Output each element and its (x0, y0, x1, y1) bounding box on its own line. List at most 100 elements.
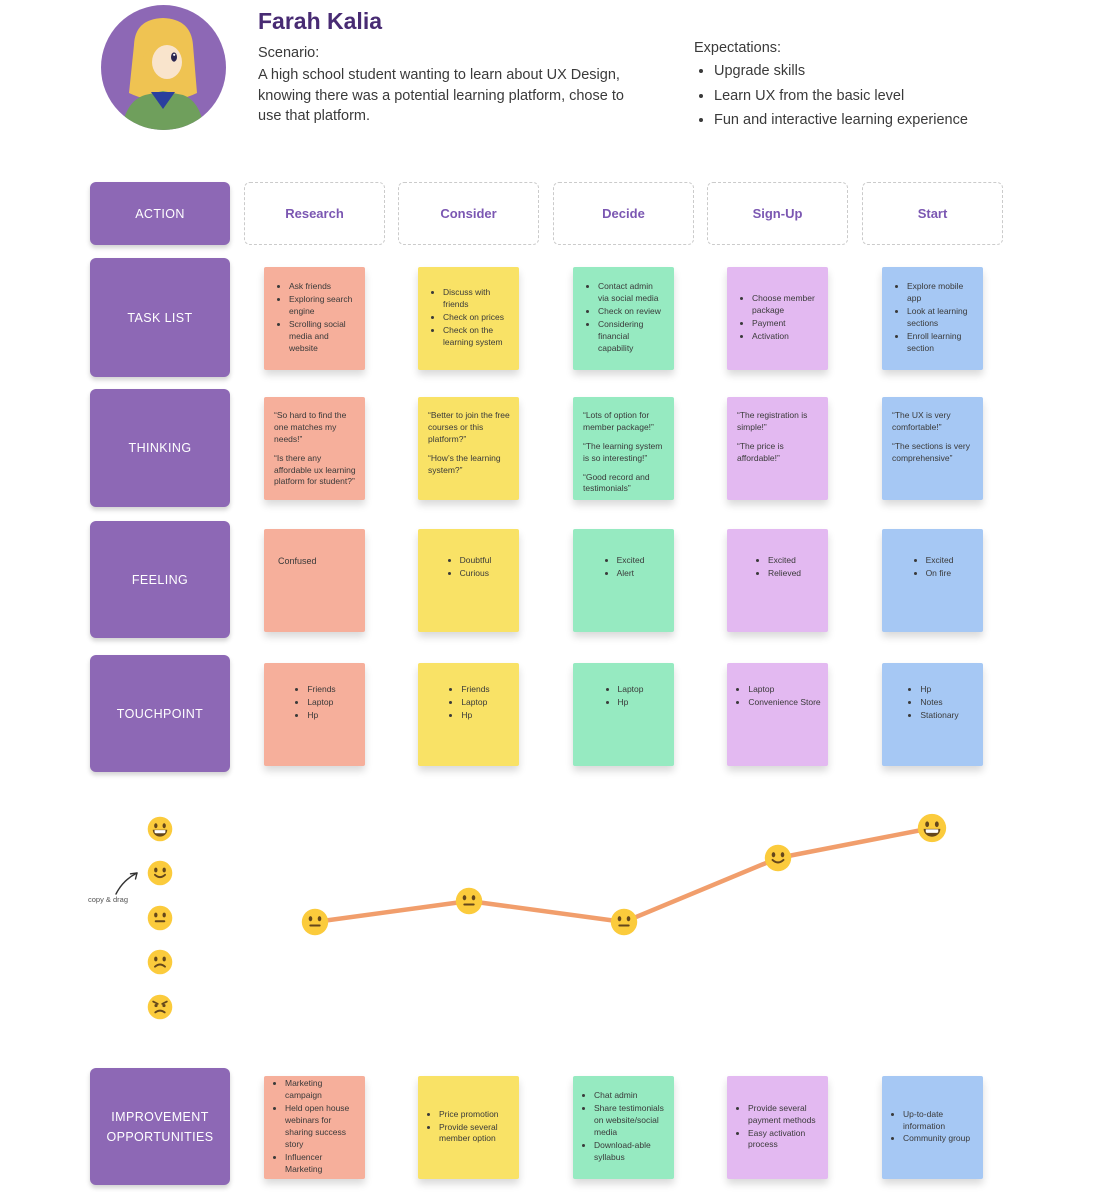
stage-box-research[interactable]: Research (244, 182, 385, 245)
bullet-item: Friends (461, 684, 489, 696)
note-touchpoint-start[interactable]: HpNotesStationary (882, 663, 983, 766)
note-feeling-start[interactable]: ExcitedOn fire (882, 529, 983, 632)
bullet-item: Marketing campaign (285, 1078, 357, 1102)
note-bullet-list: FriendsLaptopHp (293, 684, 335, 722)
note-bullet-list: Explore mobile appLook at learning secti… (892, 281, 975, 355)
stage-box-consider[interactable]: Consider (398, 182, 539, 245)
note-touchpoint-consider[interactable]: FriendsLaptopHp (418, 663, 519, 766)
note-bullet-list: Marketing campaignHeld open house webina… (270, 1078, 357, 1176)
note-feeling-consider[interactable]: DoubtfulCurious (418, 529, 519, 632)
note-quotes: “Lots of option for member package!” “The… (583, 410, 665, 495)
note-bullet-list: ExcitedOn fire (912, 555, 954, 580)
bullet-item: Exploring search engine (289, 294, 357, 318)
note-bullet-list: Up-to-date informationCommunity group (888, 1109, 975, 1147)
bullet-item: Scrolling social media and website (289, 319, 357, 355)
palette-emoji-grin-icon[interactable] (147, 816, 173, 842)
row-header-action[interactable]: ACTION (90, 182, 230, 245)
note-touchpoint-research[interactable]: FriendsLaptopHp (264, 663, 365, 766)
palette-emoji-frown-icon[interactable] (147, 949, 173, 975)
bullet-item: Notes (920, 697, 958, 709)
bullet-item: Community group (903, 1133, 975, 1145)
note-quotes: “The registration is simple!” “The price … (737, 410, 819, 465)
graph-emoji-sign-up-slight-smile-icon[interactable] (764, 844, 792, 872)
note-improvement-start[interactable]: Up-to-date informationCommunity group (882, 1076, 983, 1179)
note-bullet-list: Chat adminShare testimonials on website/… (579, 1090, 666, 1164)
bullet-item: Provide several member option (439, 1122, 511, 1146)
note-feeling-decide[interactable]: ExcitedAlert (573, 529, 674, 632)
note-touchpoint-sign-up[interactable]: LaptopConvenience Store (727, 663, 828, 766)
note-bullet-list: FriendsLaptopHp (447, 684, 489, 722)
note-thinking-start[interactable]: “The UX is very comfortable!” “The sectio… (882, 397, 983, 500)
stage-box-decide[interactable]: Decide (553, 182, 694, 245)
quote-text: “Lots of option for member package!” (583, 410, 654, 432)
row-header-touchpoint[interactable]: TOUCHPOINT (90, 655, 230, 772)
bullet-item: Enroll learning section (907, 331, 975, 355)
stage-box-start[interactable]: Start (862, 182, 1003, 245)
row-header-feeling[interactable]: FEELING (90, 521, 230, 638)
bullet-item: Payment (752, 318, 820, 330)
note-task-list-start[interactable]: Explore mobile appLook at learning secti… (882, 267, 983, 370)
quote-text: “So hard to find the one matches my need… (274, 410, 347, 444)
graph-emoji-research-neutral-icon[interactable] (301, 908, 329, 936)
palette-emoji-angry-icon[interactable] (147, 994, 173, 1020)
quote-text: “The price is affordable!” (737, 440, 784, 463)
bullet-item: Convenience Store (748, 697, 820, 709)
scenario-label: Scenario: (258, 45, 320, 61)
expectation-item: Learn UX from the basic level (714, 87, 1024, 107)
bullet-item: Influencer Marketing (285, 1152, 357, 1176)
note-improvement-decide[interactable]: Chat adminShare testimonials on website/… (573, 1076, 674, 1179)
bullet-item: Doubtful (460, 555, 492, 567)
note-bullet-list: ExcitedAlert (603, 555, 645, 580)
bullet-item: Excited (768, 555, 801, 567)
graph-emoji-start-grin-icon[interactable] (917, 813, 947, 843)
row-header-improvement-opportunities[interactable]: IMPROVEMENT OPPORTUNITIES (90, 1068, 230, 1185)
note-task-list-decide[interactable]: Contact admin via social mediaCheck on r… (573, 267, 674, 370)
persona-name: Farah Kalia (258, 8, 382, 34)
bullet-item: Laptop (307, 697, 335, 709)
note-thinking-research[interactable]: “So hard to find the one matches my need… (264, 397, 365, 500)
note-task-list-consider[interactable]: Discuss with friendsCheck on pricesCheck… (418, 267, 519, 370)
note-improvement-sign-up[interactable]: Provide several payment methodsEasy acti… (727, 1076, 828, 1179)
bullet-item: Check on the learning system (443, 325, 511, 349)
bullet-item: Considering financial capability (598, 319, 666, 355)
bullet-item: Excited (926, 555, 954, 567)
note-thinking-consider[interactable]: “Better to join the free courses or this… (418, 397, 519, 500)
note-feeling-research[interactable]: Confused (264, 529, 365, 632)
stage-box-sign-up[interactable]: Sign-Up (707, 182, 848, 245)
bullet-item: Easy activation process (748, 1128, 820, 1152)
copy-drag-arrow-icon (115, 872, 138, 895)
note-thinking-sign-up[interactable]: “The registration is simple!” “The price … (727, 397, 828, 500)
row-header-task-list[interactable]: TASK LIST (90, 258, 230, 377)
note-bullet-list: Choose member packagePaymentActivation (737, 293, 820, 344)
graph-emoji-consider-neutral-icon[interactable] (455, 887, 483, 915)
bullet-item: Choose member package (752, 293, 820, 317)
bullet-item: Ask friends (289, 281, 357, 293)
note-task-list-research[interactable]: Ask friendsExploring search engineScroll… (264, 267, 365, 370)
emotion-line (312, 825, 935, 925)
expectation-item: Fun and interactive learning experience (714, 111, 1024, 131)
bullet-item: Laptop (461, 697, 489, 709)
quote-text: “The registration is simple!” (737, 410, 808, 432)
note-task-list-sign-up[interactable]: Choose member packagePaymentActivation (727, 267, 828, 370)
bullet-item: Laptop (618, 684, 644, 696)
palette-emoji-neutral-icon[interactable] (147, 905, 173, 931)
note-bullet-list: HpNotesStationary (906, 684, 958, 722)
bullet-item: Held open house webinars for sharing suc… (285, 1103, 357, 1151)
graph-emoji-decide-neutral-icon[interactable] (610, 908, 638, 936)
expectations-label: Expectations: (694, 40, 782, 56)
expectations-list: Upgrade skills Learn UX from the basic le… (694, 62, 1024, 131)
bullet-item: Look at learning sections (907, 306, 975, 330)
copy-drag-hint: copy & drag (88, 895, 129, 904)
note-thinking-decide[interactable]: “Lots of option for member package!” “The… (573, 397, 674, 500)
quote-text: “The sections is very comprehensive” (892, 440, 970, 463)
bullet-item: Stationary (920, 710, 958, 722)
note-improvement-research[interactable]: Marketing campaignHeld open house webina… (264, 1076, 365, 1179)
palette-emoji-slight-smile-icon[interactable] (147, 860, 173, 886)
row-header-thinking[interactable]: THINKING (90, 389, 230, 507)
note-quotes: “So hard to find the one matches my need… (274, 410, 356, 488)
quote-text: “Is there any affordable ux learning pla… (274, 452, 356, 487)
note-improvement-consider[interactable]: Price promotionProvide several member op… (418, 1076, 519, 1179)
bullet-item: Provide several payment methods (748, 1103, 820, 1127)
note-feeling-sign-up[interactable]: ExcitedRelieved (727, 529, 828, 632)
note-touchpoint-decide[interactable]: LaptopHp (573, 663, 674, 766)
